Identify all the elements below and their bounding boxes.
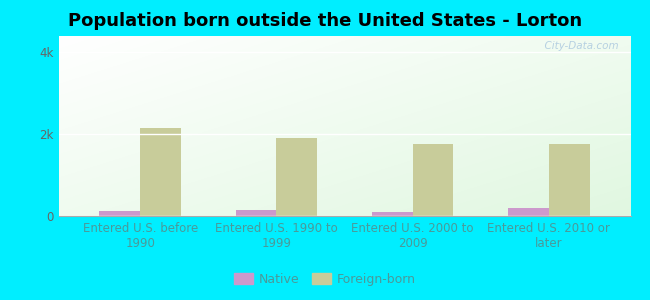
Text: City-Data.com: City-Data.com — [538, 41, 619, 51]
Text: Population born outside the United States - Lorton: Population born outside the United State… — [68, 12, 582, 30]
Bar — [372, 212, 413, 216]
Bar — [549, 144, 590, 216]
Bar — [235, 210, 276, 216]
Legend: Native, Foreign-born: Native, Foreign-born — [229, 268, 421, 291]
Bar — [276, 138, 317, 216]
Bar — [413, 144, 454, 216]
Bar — [140, 128, 181, 216]
Bar — [508, 208, 549, 216]
Bar — [99, 211, 140, 216]
